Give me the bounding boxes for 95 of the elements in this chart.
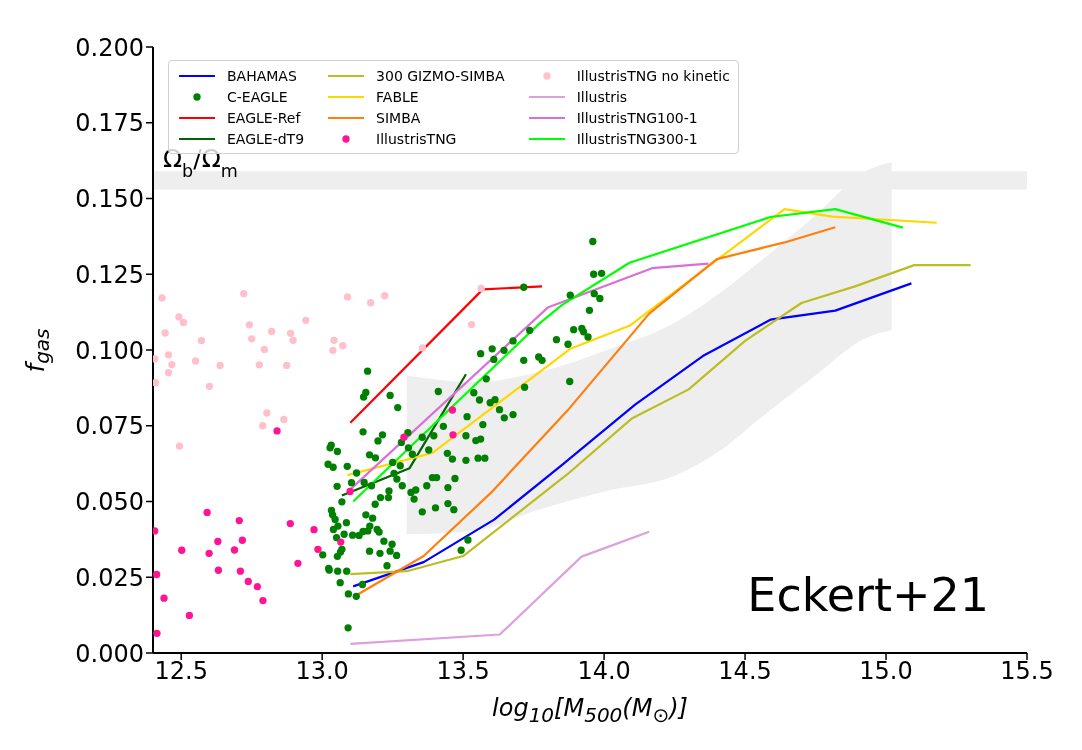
point	[282, 361, 291, 370]
point	[153, 355, 159, 363]
legend-label: SIMBA	[376, 109, 421, 126]
point	[330, 336, 338, 344]
point	[302, 316, 310, 324]
point	[286, 329, 295, 337]
point	[205, 382, 214, 391]
point	[161, 329, 169, 337]
line-series	[349, 530, 651, 646]
x-tick-label: 14.0	[577, 657, 631, 686]
y-tick-label: 0.100	[75, 336, 144, 365]
legend-label: FABLE	[376, 88, 419, 105]
point	[236, 567, 245, 575]
point	[175, 442, 184, 450]
y-tick-label: 0.050	[75, 488, 144, 517]
point	[203, 508, 211, 517]
x-axis-title: log$_{10}$[M$_{500}$(M$_{⊙}$)]	[491, 694, 689, 727]
y-tick-label: 0.125	[75, 260, 144, 289]
point	[244, 577, 252, 586]
x-tick-label: 14.5	[718, 657, 772, 686]
point	[418, 344, 427, 352]
y-tick-label: 0.150	[75, 185, 144, 214]
point	[449, 431, 457, 439]
legend-label: EAGLE-dT9	[227, 130, 305, 147]
x-tick-label: 13.0	[295, 657, 349, 686]
point	[259, 422, 267, 430]
point	[158, 294, 166, 302]
legend-label: 300 GIZMO-SIMBA	[376, 67, 505, 84]
y-tick-label: 0.175	[75, 109, 144, 138]
point	[153, 570, 161, 579]
point	[255, 361, 263, 369]
point	[366, 299, 375, 307]
point	[238, 536, 247, 544]
point	[467, 320, 476, 329]
point	[164, 369, 173, 377]
point	[289, 336, 297, 344]
point	[286, 519, 294, 528]
annotation: Eckert+21	[747, 568, 989, 622]
legend-label: IllustrisTNG300-1	[576, 130, 698, 147]
point	[248, 335, 256, 343]
point	[477, 284, 485, 293]
y-tick-label: 0.200	[75, 33, 144, 62]
point	[314, 545, 322, 554]
x-tick-label: 15.0	[859, 657, 913, 686]
x-tick-label: 13.5	[436, 657, 490, 686]
point	[214, 566, 223, 574]
band-label: Ω$_{b}$/Ω$_{m}$	[163, 144, 238, 182]
point	[448, 406, 457, 414]
point	[153, 527, 159, 535]
point	[214, 537, 222, 546]
legend-label: EAGLE-Ref	[227, 109, 301, 126]
point	[179, 318, 188, 327]
point	[178, 546, 186, 554]
point	[164, 351, 173, 359]
point	[343, 293, 352, 301]
point	[235, 516, 243, 525]
point	[339, 342, 347, 350]
point	[346, 487, 354, 496]
point	[273, 427, 281, 435]
point	[268, 327, 276, 336]
point	[185, 611, 194, 620]
point	[230, 546, 239, 554]
point	[175, 313, 183, 321]
point	[253, 582, 261, 591]
y-tick-label: 0.025	[75, 563, 144, 592]
point	[400, 433, 408, 441]
point	[240, 289, 248, 298]
point	[337, 538, 345, 546]
legend-label: IllustrisTNG100-1	[576, 109, 698, 126]
legend-label: C-EAGLE	[227, 88, 288, 105]
legend-label: IllustrisTNG	[376, 130, 457, 147]
point	[329, 346, 337, 354]
point	[216, 361, 224, 370]
y-tick-label: 0.000	[75, 639, 144, 668]
legend-label: IllustrisTNG no kinetic	[576, 67, 730, 84]
point	[310, 526, 318, 534]
point	[280, 415, 288, 424]
x-tick-label: 15.5	[1000, 657, 1054, 686]
point	[197, 336, 206, 345]
point	[294, 559, 302, 567]
point	[259, 596, 267, 605]
legend-label: BAHAMAS	[227, 67, 297, 84]
point	[245, 321, 254, 329]
point	[168, 360, 176, 369]
x-tick-label: 12.5	[154, 657, 208, 686]
point	[263, 409, 271, 417]
point	[191, 357, 200, 365]
point	[260, 345, 269, 354]
point	[381, 292, 389, 300]
point	[205, 549, 213, 557]
legend-label: Illustris	[576, 88, 628, 105]
y-tick-label: 0.075	[75, 412, 144, 441]
point	[153, 629, 161, 637]
point	[153, 379, 160, 387]
point	[160, 594, 168, 602]
